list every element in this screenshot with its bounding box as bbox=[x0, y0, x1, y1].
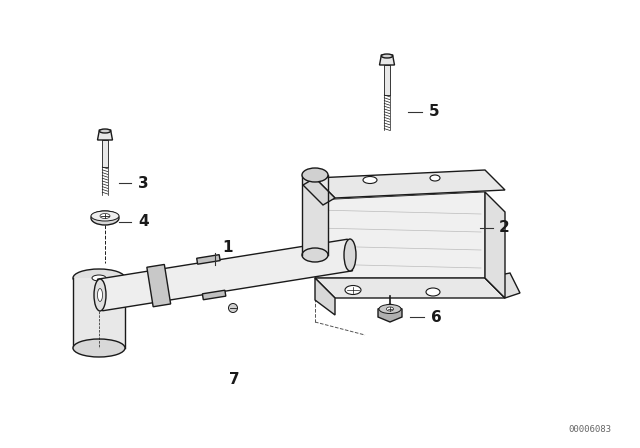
Polygon shape bbox=[315, 192, 485, 278]
Ellipse shape bbox=[363, 177, 377, 184]
Ellipse shape bbox=[100, 214, 110, 219]
Text: 6: 6 bbox=[431, 310, 442, 324]
Text: 7: 7 bbox=[228, 372, 239, 388]
Ellipse shape bbox=[94, 279, 106, 311]
Polygon shape bbox=[380, 55, 394, 65]
Ellipse shape bbox=[344, 239, 356, 271]
Polygon shape bbox=[485, 273, 520, 298]
Ellipse shape bbox=[73, 269, 125, 287]
Ellipse shape bbox=[345, 285, 361, 294]
Ellipse shape bbox=[379, 305, 401, 314]
Text: 5: 5 bbox=[429, 104, 440, 120]
Polygon shape bbox=[303, 178, 335, 205]
Text: 3: 3 bbox=[138, 176, 148, 190]
Polygon shape bbox=[202, 290, 226, 300]
Bar bbox=[302, 175, 328, 255]
Polygon shape bbox=[315, 278, 505, 298]
Bar bbox=[102, 140, 108, 167]
Polygon shape bbox=[97, 239, 353, 311]
Polygon shape bbox=[97, 130, 113, 140]
Ellipse shape bbox=[92, 275, 106, 281]
Ellipse shape bbox=[97, 289, 102, 302]
Ellipse shape bbox=[302, 168, 328, 182]
Ellipse shape bbox=[228, 303, 237, 313]
Text: 4: 4 bbox=[138, 215, 148, 229]
Polygon shape bbox=[147, 264, 171, 307]
Ellipse shape bbox=[91, 211, 119, 221]
Text: 1: 1 bbox=[222, 241, 232, 255]
Ellipse shape bbox=[302, 248, 328, 262]
Polygon shape bbox=[315, 170, 505, 198]
Bar bbox=[73, 278, 125, 348]
Ellipse shape bbox=[73, 339, 125, 357]
Polygon shape bbox=[196, 254, 220, 264]
Ellipse shape bbox=[381, 54, 392, 58]
Ellipse shape bbox=[430, 175, 440, 181]
Ellipse shape bbox=[99, 129, 111, 133]
Text: 2: 2 bbox=[499, 220, 509, 236]
Ellipse shape bbox=[91, 211, 119, 225]
Polygon shape bbox=[378, 304, 402, 322]
Bar bbox=[384, 65, 390, 95]
Text: 00006083: 00006083 bbox=[568, 426, 611, 435]
Polygon shape bbox=[315, 278, 335, 315]
Ellipse shape bbox=[387, 307, 394, 311]
Ellipse shape bbox=[426, 288, 440, 296]
Polygon shape bbox=[485, 192, 505, 298]
